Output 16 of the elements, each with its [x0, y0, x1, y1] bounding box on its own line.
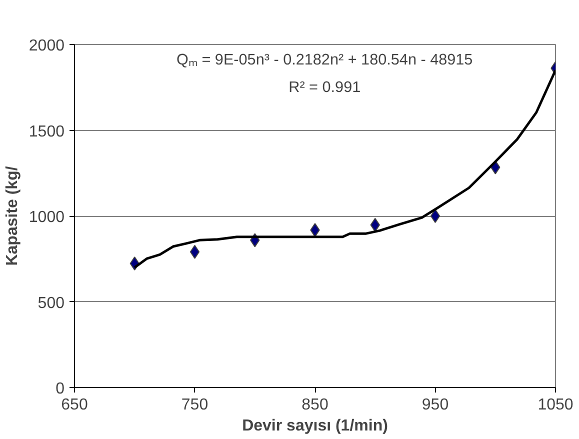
annotation: R² = 0.991 [288, 78, 361, 96]
y-tick-label: 1500 [28, 123, 65, 140]
point [190, 244, 200, 259]
annotation: Qₘ = 9E-05n³ - 0.2182n² + 180.54n - 48915 [176, 51, 473, 68]
y-tick-label: 0 [56, 380, 65, 398]
x-tick-label: 650 [61, 396, 88, 414]
y-tick-label: 500 [38, 294, 65, 312]
x-tick-label: 750 [181, 396, 208, 414]
x-tick-label: 850 [302, 396, 328, 414]
y-axis-title: Kapasite (kg/ [4, 166, 21, 266]
y-tick-label: 2000 [28, 38, 65, 54]
x-tick-label: 1050 [538, 396, 574, 414]
x-axis-title: Devir sayısı (1/min) [242, 418, 388, 434]
point [430, 209, 440, 223]
y-tick-label: 1000 [28, 209, 65, 226]
x-tick-label: 950 [422, 396, 449, 414]
